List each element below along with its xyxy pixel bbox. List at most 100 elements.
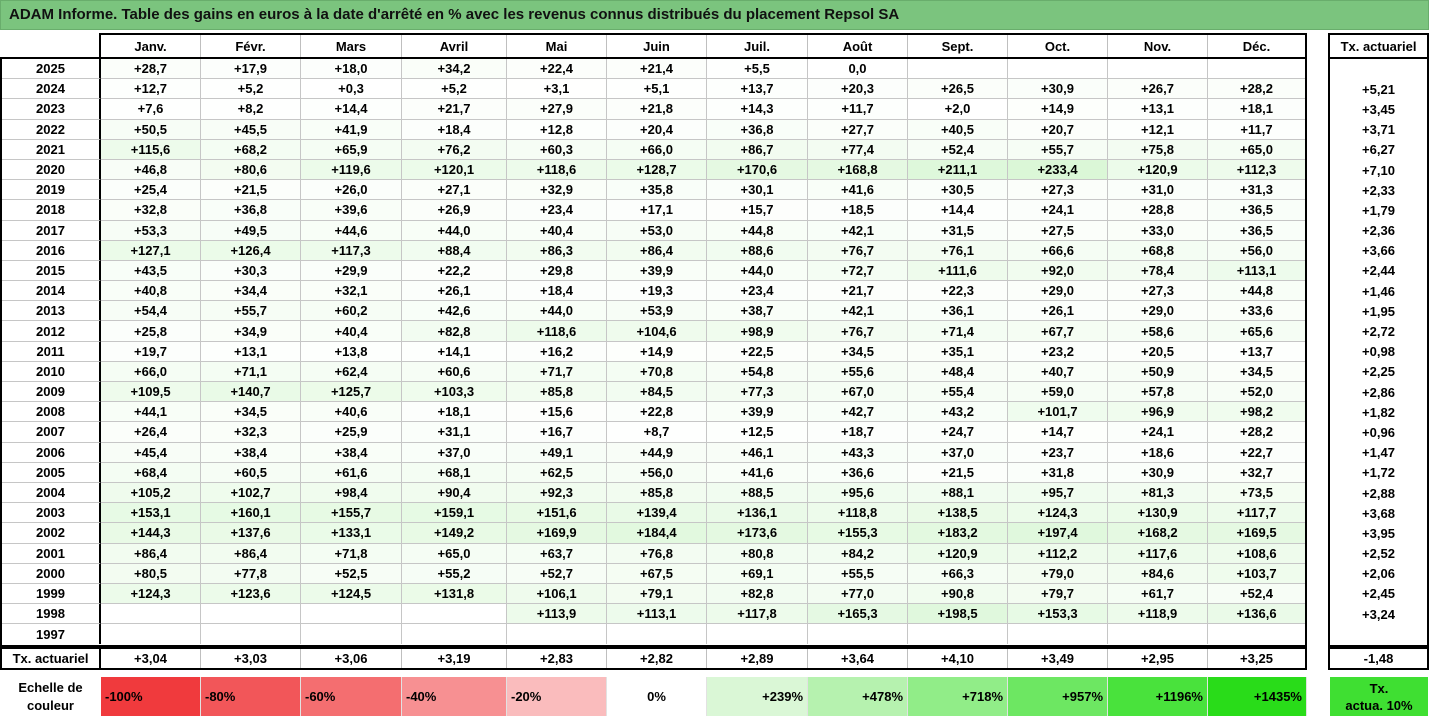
gain-cell-2006-janv: +45,4 — [101, 442, 201, 463]
gain-cell-2004-oct: +95,7 — [1008, 482, 1108, 504]
gain-cell-2007-janv: +26,4 — [101, 422, 201, 443]
gain-cell-2024-fevr: +5,2 — [201, 79, 301, 100]
gain-cell-2003-oct: +124,3 — [1008, 503, 1108, 524]
gain-cell-2005-aout: +36,6 — [808, 462, 908, 483]
scale-step-plus-1435: +1435% — [1208, 677, 1307, 716]
gain-cell-2012-nov: +58,6 — [1108, 321, 1208, 342]
gain-cell-2007-dec: +28,2 — [1208, 422, 1305, 443]
gain-cell-1997-fevr — [201, 624, 301, 645]
gain-cell-2016-janv: +127,1 — [101, 240, 201, 261]
gain-cell-2012-avril: +82,8 — [402, 321, 507, 342]
gain-cell-2022-oct: +20,7 — [1008, 119, 1108, 140]
gain-cell-2017-mai: +40,4 — [507, 220, 607, 241]
gain-cell-2012-juin: +104,6 — [607, 321, 707, 342]
gain-cell-2003-juin: +139,4 — [607, 503, 707, 524]
gain-cell-2023-aout: +11,7 — [808, 99, 908, 120]
gain-cell-2007-avril: +31,1 — [402, 422, 507, 443]
gain-cell-2025-juil: +5,5 — [707, 59, 808, 80]
year-label-2018: 2018 — [2, 200, 101, 221]
gain-cell-2012-juil: +98,9 — [707, 321, 808, 342]
summary-cell-nov: +2,95 — [1108, 649, 1208, 668]
gain-cell-2001-juin: +76,8 — [607, 543, 707, 564]
table-row-2024: 2024 +12,7 +5,2 +0,3 +5,2 +3,1 +5,1 +13,7 +20,3 +… — [2, 79, 1305, 100]
year-label-1998: 1998 — [2, 604, 101, 625]
gain-cell-2020-sept: +211,1 — [908, 159, 1008, 181]
gain-cell-2000-oct: +79,0 — [1008, 563, 1108, 584]
gain-cell-2021-fevr: +68,2 — [201, 139, 301, 160]
table-row-2000: 2000 +80,5 +77,8 +52,5 +55,2 +52,7 +67,5 +69,1 +… — [2, 563, 1305, 584]
year-label-2003: 2003 — [2, 503, 101, 524]
gain-cell-2005-mars: +61,6 — [301, 462, 402, 483]
rate-header-label: Tx. actuariel — [1340, 38, 1417, 54]
gain-cell-2007-juil: +12,5 — [707, 422, 808, 443]
gain-cell-2004-dec: +73,5 — [1208, 482, 1305, 504]
gain-cell-2016-juil: +88,6 — [707, 240, 808, 261]
gain-cell-2012-mars: +40,4 — [301, 321, 402, 342]
gain-cell-1998-juin: +113,1 — [607, 604, 707, 625]
gain-cell-1999-juil: +82,8 — [707, 583, 808, 605]
gain-cell-2020-nov: +120,9 — [1108, 159, 1208, 181]
table-row-2007: 2007 +26,4 +32,3 +25,9 +31,1 +16,7 +8,7 +12,5 +1… — [2, 422, 1305, 443]
gain-cell-2012-oct: +67,7 — [1008, 321, 1108, 342]
gain-cell-2019-mars: +26,0 — [301, 180, 402, 201]
year-label-2013: 2013 — [2, 301, 101, 322]
gain-cell-2005-avril: +68,1 — [402, 462, 507, 483]
year-label-2021: 2021 — [2, 139, 101, 160]
year-label-2025: 2025 — [2, 59, 101, 80]
gain-cell-2005-juin: +56,0 — [607, 462, 707, 483]
gain-cell-1998-oct: +153,3 — [1008, 604, 1108, 625]
gain-cell-2002-sept: +183,2 — [908, 523, 1008, 544]
year-label-2009: 2009 — [2, 382, 101, 403]
gain-cell-2001-juil: +80,8 — [707, 543, 808, 564]
rate-scale-label-line-2: actua. 10% — [1345, 697, 1413, 713]
gain-cell-1997-avril — [402, 624, 507, 645]
gain-cell-2015-aout: +72,7 — [808, 260, 908, 282]
gain-cell-2021-sept: +52,4 — [908, 139, 1008, 160]
gain-cell-2011-sept: +35,1 — [908, 341, 1008, 362]
gain-cell-2008-nov: +96,9 — [1108, 402, 1208, 423]
gain-cell-2019-sept: +30,5 — [908, 180, 1008, 201]
gain-cell-2011-avril: +14,1 — [402, 341, 507, 362]
column-header-nov: Nov. — [1108, 35, 1208, 57]
gain-cell-2006-aout: +43,3 — [808, 442, 908, 463]
gain-cell-2020-oct: +233,4 — [1008, 159, 1108, 181]
gain-cell-2005-oct: +31,8 — [1008, 462, 1108, 483]
year-label-2015: 2015 — [2, 260, 101, 282]
gain-cell-1998-juil: +117,8 — [707, 604, 808, 625]
gain-cell-2010-nov: +50,9 — [1108, 361, 1208, 382]
table-row-2021: 2021 +115,6 +68,2 +65,9 +76,2 +60,3 +66,0 +86,7… — [2, 139, 1305, 160]
gain-cell-2003-sept: +138,5 — [908, 503, 1008, 524]
year-label-2012: 2012 — [2, 321, 101, 342]
gain-cell-1999-aout: +77,0 — [808, 583, 908, 605]
rate-cell-2017: +2,36 — [1362, 223, 1395, 239]
gain-cell-2007-aout: +18,7 — [808, 422, 908, 443]
gain-cell-2022-nov: +12,1 — [1108, 119, 1208, 140]
scale-step-plus-239: +239% — [707, 677, 808, 716]
summary-cell-avril: +3,19 — [402, 649, 507, 668]
gain-cell-2021-juil: +86,7 — [707, 139, 808, 160]
gain-cell-2013-dec: +33,6 — [1208, 301, 1305, 322]
gain-cell-2012-fevr: +34,9 — [201, 321, 301, 342]
color-scale-row: -100% -80% -60% -40% -20% 0% +239% +478% +718% +9… — [101, 677, 1307, 716]
gain-cell-2016-juin: +86,4 — [607, 240, 707, 261]
gain-cell-2004-fevr: +102,7 — [201, 482, 301, 504]
summary-cell-sept: +4,10 — [908, 649, 1008, 668]
gain-cell-2020-janv: +46,8 — [101, 159, 201, 181]
rate-cell-2001: +2,52 — [1362, 546, 1395, 562]
gain-cell-2017-sept: +31,5 — [908, 220, 1008, 241]
column-header-avril: Avril — [402, 35, 507, 57]
year-label-1997: 1997 — [2, 624, 101, 645]
column-header-fevr: Févr. — [201, 35, 301, 57]
table-row-2004: 2004 +105,2 +102,7 +98,4 +90,4 +92,3 +85,8 +88,… — [2, 482, 1305, 504]
gain-cell-2009-oct: +59,0 — [1008, 382, 1108, 403]
gain-cell-2017-aout: +42,1 — [808, 220, 908, 241]
gain-cell-1999-mars: +124,5 — [301, 583, 402, 605]
gain-cell-2009-janv: +109,5 — [101, 382, 201, 403]
gain-cell-1998-mai: +113,9 — [507, 604, 607, 625]
gain-cell-2000-janv: +80,5 — [101, 563, 201, 584]
gain-cell-2011-mars: +13,8 — [301, 341, 402, 362]
month-header-row: Janv. Févr. Mars Avril Mai Juin Juil. Août Sept.… — [99, 33, 1307, 57]
gain-cell-2015-juin: +39,9 — [607, 260, 707, 282]
gain-cell-2004-mars: +98,4 — [301, 482, 402, 504]
rate-column-body: +5,21 +3,45 +3,71 +6,27 +7,10 +2,33 +1,79 +2,36… — [1328, 57, 1429, 647]
